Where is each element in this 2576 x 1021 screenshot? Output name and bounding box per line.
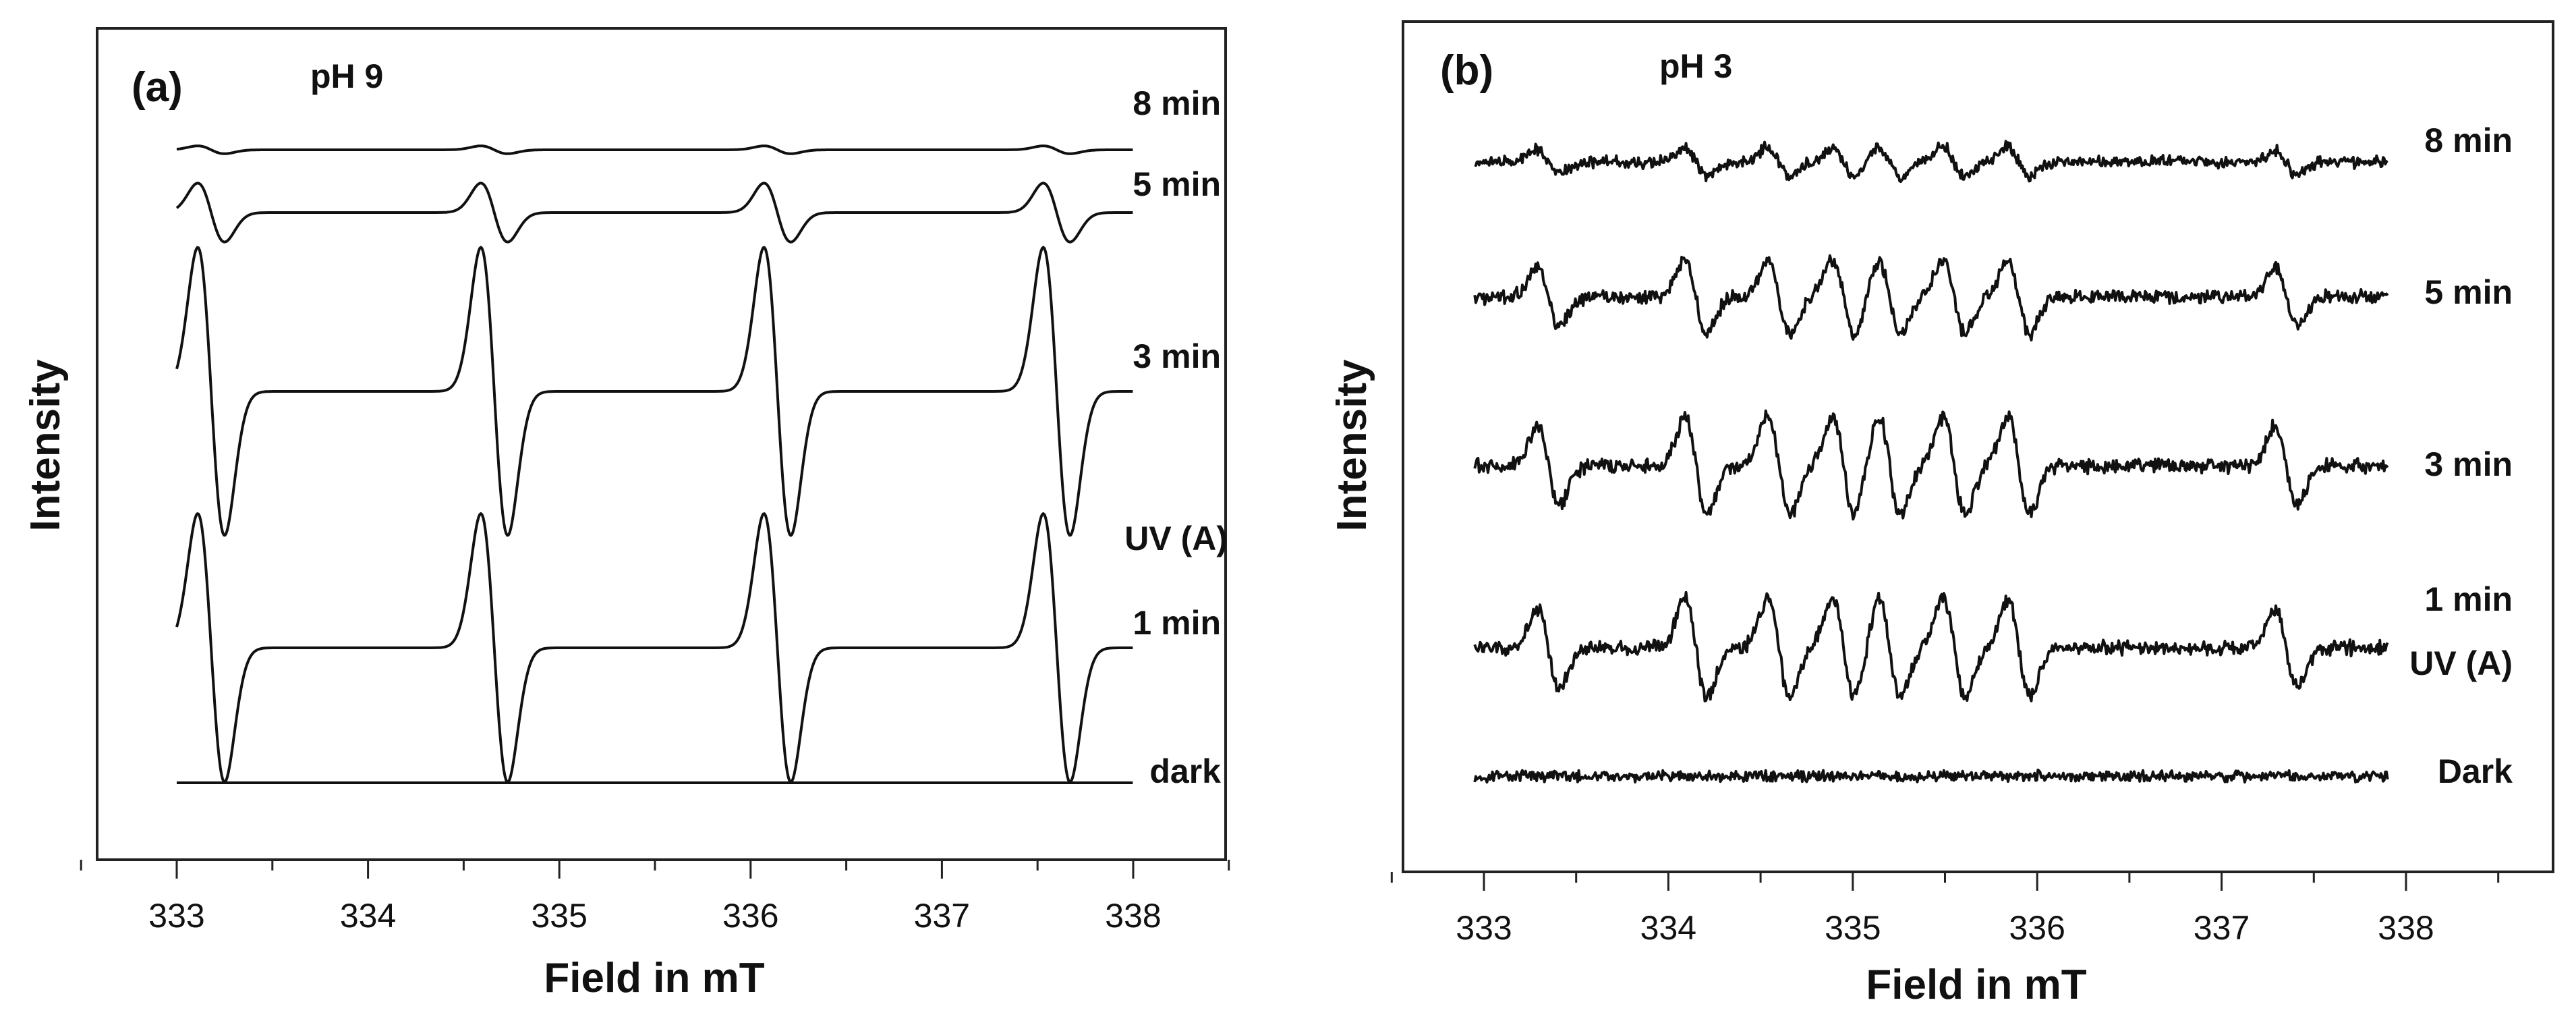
trace-1-min — [175, 512, 1133, 783]
panel-b-x-axis: 333 334 335 336 337 338 — [1390, 872, 2500, 947]
panel-a-label-1min: 1 min — [1133, 604, 1221, 642]
panel-a-label-dark: dark — [1149, 752, 1221, 790]
panel-b: (b) pH 3 Intensity Field in mT 333 334 335… — [1329, 20, 2554, 1008]
x-tick-label: 337 — [2194, 909, 2250, 947]
panel-b-label-5min: 5 min — [2424, 273, 2513, 311]
panel-a-condition: pH 9 — [310, 57, 383, 95]
panel-b-y-axis-title: Intensity — [1329, 359, 1375, 531]
panel-b-condition: pH 3 — [1659, 47, 1732, 85]
x-tick-label: 334 — [340, 897, 396, 935]
panel-b-label: (b) — [1440, 47, 1493, 94]
panel-a-label-5min: 5 min — [1133, 165, 1221, 203]
panel-a-label-3min: 3 min — [1133, 337, 1221, 375]
trace-5-min — [1473, 254, 2389, 341]
panel-b-label-1min: 1 min — [2424, 580, 2513, 618]
panel-a-y-axis-title: Intensity — [22, 359, 69, 531]
trace-3-min — [175, 246, 1133, 537]
panel-a-traces — [175, 144, 1133, 784]
panel-a-annotation-uv: UV (A) — [1124, 520, 1228, 557]
trace-dark — [1473, 769, 2389, 784]
panel-a-x-axis-title: Field in mT — [544, 955, 764, 1001]
panel-b-traces — [1473, 140, 2389, 784]
panel-a-label-8min: 8 min — [1133, 84, 1221, 122]
x-tick-label: 335 — [531, 897, 587, 935]
panel-b-label-dark: Dark — [2438, 752, 2513, 790]
x-tick-label: 336 — [722, 897, 778, 935]
panel-a-frame — [96, 27, 1227, 861]
x-tick-label: 333 — [148, 897, 204, 935]
trace-8-min — [176, 144, 1133, 155]
trace-3-min — [1473, 409, 2389, 521]
panel-a-label: (a) — [132, 64, 183, 111]
x-tick-label: 338 — [2378, 909, 2434, 947]
x-tick-label: 338 — [1105, 897, 1161, 935]
trace-8-min — [1474, 140, 2388, 184]
panel-b-x-axis-title: Field in mT — [1866, 962, 2086, 1008]
panel-a: (a) pH 9 Intensity Field in mT 333 334 335… — [22, 27, 1230, 1001]
panel-b-label-8min: 8 min — [2424, 121, 2513, 159]
x-tick-label: 334 — [1640, 909, 1696, 947]
trace-1-min — [1473, 590, 2389, 702]
panel-b-label-3min: 3 min — [2424, 445, 2513, 483]
x-tick-label: 333 — [1456, 909, 1512, 947]
x-tick-label: 337 — [914, 897, 970, 935]
panel-a-x-axis: 333 334 335 336 337 338 — [80, 860, 1230, 935]
panel-b-frame — [1402, 20, 2554, 873]
trace-5-min — [175, 182, 1133, 244]
x-tick-label: 335 — [1825, 909, 1881, 947]
x-tick-label: 336 — [2009, 909, 2065, 947]
panel-b-annotation-uv: UV (A) — [2409, 644, 2513, 682]
